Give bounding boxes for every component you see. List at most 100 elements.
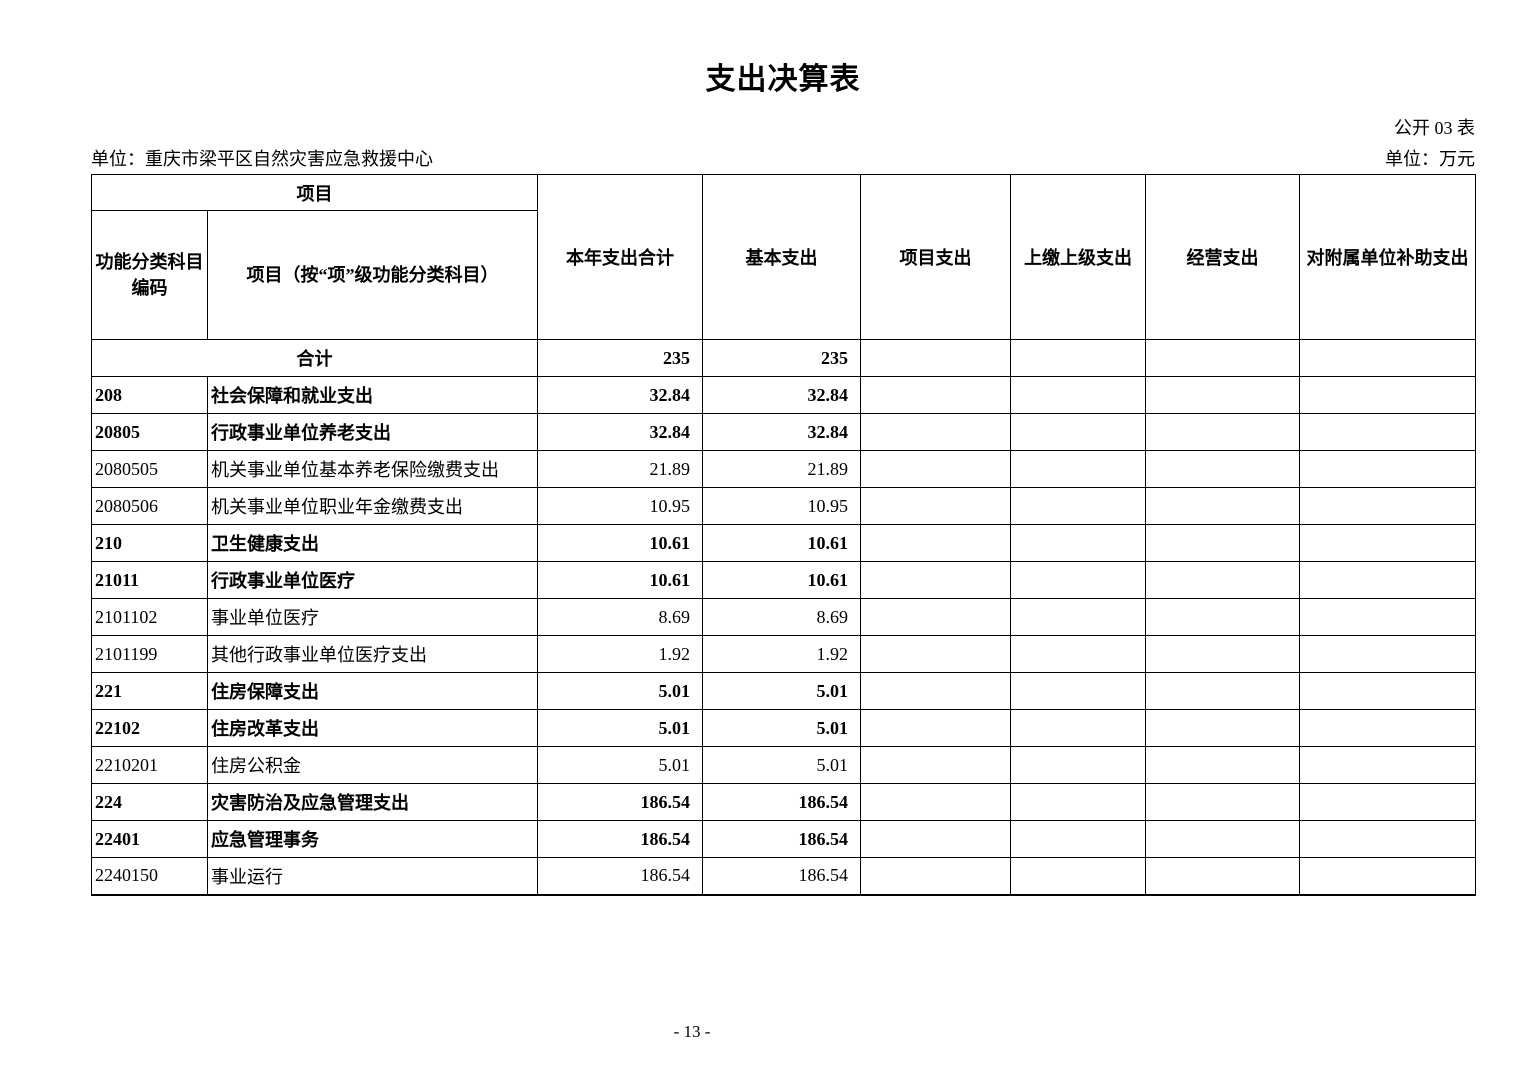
row-basic: 5.01 xyxy=(702,672,861,710)
total-this-year: 235 xyxy=(537,339,703,377)
row-name: 应急管理事务 xyxy=(207,820,538,858)
total-operating xyxy=(1145,339,1300,377)
page-number: - 13 - xyxy=(673,1022,711,1041)
row-basic: 10.61 xyxy=(702,524,861,562)
row-operating xyxy=(1145,413,1300,451)
row-upper xyxy=(1010,672,1146,710)
row-code: 22102 xyxy=(91,709,208,747)
row-subsidy xyxy=(1299,857,1476,895)
row-total: 10.95 xyxy=(537,487,703,525)
row-operating xyxy=(1145,376,1300,414)
row-project xyxy=(860,820,1011,858)
row-code: 2080505 xyxy=(91,450,208,488)
header-row-1: 项目 本年支出合计 基本支出 项目支出 上缴上级支出 经营支出 对附属单位补助支… xyxy=(91,174,1476,340)
row-total: 5.01 xyxy=(537,672,703,710)
row-upper xyxy=(1010,524,1146,562)
row-name: 行政事业单位养老支出 xyxy=(207,413,538,451)
row-name: 其他行政事业单位医疗支出 xyxy=(207,635,538,673)
row-total: 186.54 xyxy=(537,820,703,858)
table-row: 221 住房保障支出 5.01 5.01 xyxy=(91,672,1476,710)
row-project xyxy=(860,635,1011,673)
row-operating xyxy=(1145,857,1300,895)
column-header-basic-expenditure: 基本支出 xyxy=(702,174,861,340)
row-subsidy xyxy=(1299,561,1476,599)
table-code-label: 公开 03 表 xyxy=(1394,118,1475,138)
table-row: 2080505 机关事业单位基本养老保险缴费支出 21.89 21.89 xyxy=(91,450,1476,488)
table-row: 2080506 机关事业单位职业年金缴费支出 10.95 10.95 xyxy=(91,487,1476,525)
row-subsidy xyxy=(1299,635,1476,673)
table-row: 210 卫生健康支出 10.61 10.61 xyxy=(91,524,1476,562)
row-name: 行政事业单位医疗 xyxy=(207,561,538,599)
total-label: 合计 xyxy=(91,339,538,377)
row-code: 2101199 xyxy=(91,635,208,673)
row-upper xyxy=(1010,820,1146,858)
row-operating xyxy=(1145,709,1300,747)
row-upper xyxy=(1010,746,1146,784)
org-unit-label: 单位：重庆市梁平区自然灾害应急救援中心 xyxy=(91,149,433,169)
row-code: 210 xyxy=(91,524,208,562)
row-operating xyxy=(1145,561,1300,599)
row-basic: 186.54 xyxy=(702,783,861,821)
row-project xyxy=(860,783,1011,821)
column-header-function-code: 功能分类科目 编码 xyxy=(91,210,208,340)
row-subsidy xyxy=(1299,413,1476,451)
table-row: 22102 住房改革支出 5.01 5.01 xyxy=(91,709,1476,747)
row-code: 21011 xyxy=(91,561,208,599)
row-basic: 21.89 xyxy=(702,450,861,488)
row-subsidy xyxy=(1299,746,1476,784)
row-code: 20805 xyxy=(91,413,208,451)
column-header-total-expenditure: 本年支出合计 xyxy=(537,174,703,340)
row-name: 事业运行 xyxy=(207,857,538,895)
row-operating xyxy=(1145,635,1300,673)
row-basic: 10.61 xyxy=(702,561,861,599)
row-operating xyxy=(1145,783,1300,821)
column-header-item: 项目（按“项”级功能分类科目） xyxy=(207,210,538,340)
row-code: 224 xyxy=(91,783,208,821)
row-name: 机关事业单位基本养老保险缴费支出 xyxy=(207,450,538,488)
row-project xyxy=(860,376,1011,414)
row-total: 32.84 xyxy=(537,413,703,451)
row-subsidy xyxy=(1299,783,1476,821)
row-name: 社会保障和就业支出 xyxy=(207,376,538,414)
row-upper xyxy=(1010,635,1146,673)
row-total: 1.92 xyxy=(537,635,703,673)
row-basic: 5.01 xyxy=(702,746,861,784)
row-total: 8.69 xyxy=(537,598,703,636)
row-operating xyxy=(1145,487,1300,525)
table-row: 2210201 住房公积金 5.01 5.01 xyxy=(91,746,1476,784)
row-basic: 1.92 xyxy=(702,635,861,673)
row-upper xyxy=(1010,598,1146,636)
total-subsidy xyxy=(1299,339,1476,377)
row-basic: 32.84 xyxy=(702,376,861,414)
row-name: 卫生健康支出 xyxy=(207,524,538,562)
row-subsidy xyxy=(1299,487,1476,525)
row-basic: 186.54 xyxy=(702,820,861,858)
row-total: 186.54 xyxy=(537,783,703,821)
row-upper xyxy=(1010,487,1146,525)
page-title: 支出决算表 xyxy=(705,63,861,96)
row-subsidy xyxy=(1299,598,1476,636)
row-upper xyxy=(1010,561,1146,599)
row-project xyxy=(860,598,1011,636)
unit-row: 单位：重庆市梁平区自然灾害应急救援中心 单位：万元 xyxy=(91,146,1475,172)
table-row: 224 灾害防治及应急管理支出 186.54 186.54 xyxy=(91,783,1476,821)
row-subsidy xyxy=(1299,450,1476,488)
table-row: 21011 行政事业单位医疗 10.61 10.61 xyxy=(91,561,1476,599)
row-code: 2240150 xyxy=(91,857,208,895)
row-name: 灾害防治及应急管理支出 xyxy=(207,783,538,821)
row-upper xyxy=(1010,709,1146,747)
row-project xyxy=(860,524,1011,562)
row-project xyxy=(860,561,1011,599)
table-row: 2240150 事业运行 186.54 186.54 xyxy=(91,857,1476,895)
row-name: 机关事业单位职业年金缴费支出 xyxy=(207,487,538,525)
row-basic: 10.95 xyxy=(702,487,861,525)
row-name: 事业单位医疗 xyxy=(207,598,538,636)
row-code: 2210201 xyxy=(91,746,208,784)
table-row: 22401 应急管理事务 186.54 186.54 xyxy=(91,820,1476,858)
function-code-line2: 编码 xyxy=(131,278,168,298)
row-subsidy xyxy=(1299,524,1476,562)
column-header-upper-level-expenditure: 上缴上级支出 xyxy=(1010,174,1146,340)
total-upper xyxy=(1010,339,1146,377)
column-header-subsidy-expenditure: 对附属单位补助支出 xyxy=(1299,174,1476,340)
row-total: 5.01 xyxy=(537,746,703,784)
